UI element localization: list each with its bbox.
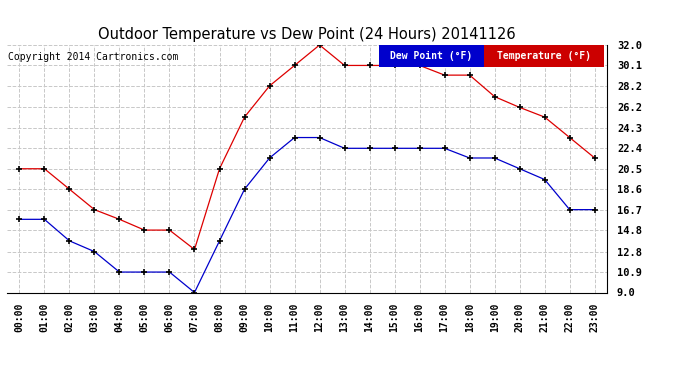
Text: Dew Point (°F): Dew Point (°F) [391, 51, 473, 61]
Title: Outdoor Temperature vs Dew Point (24 Hours) 20141126: Outdoor Temperature vs Dew Point (24 Hou… [98, 27, 516, 42]
FancyBboxPatch shape [484, 45, 604, 67]
FancyBboxPatch shape [379, 45, 484, 67]
Text: Copyright 2014 Cartronics.com: Copyright 2014 Cartronics.com [8, 53, 179, 62]
Text: Temperature (°F): Temperature (°F) [497, 51, 591, 61]
